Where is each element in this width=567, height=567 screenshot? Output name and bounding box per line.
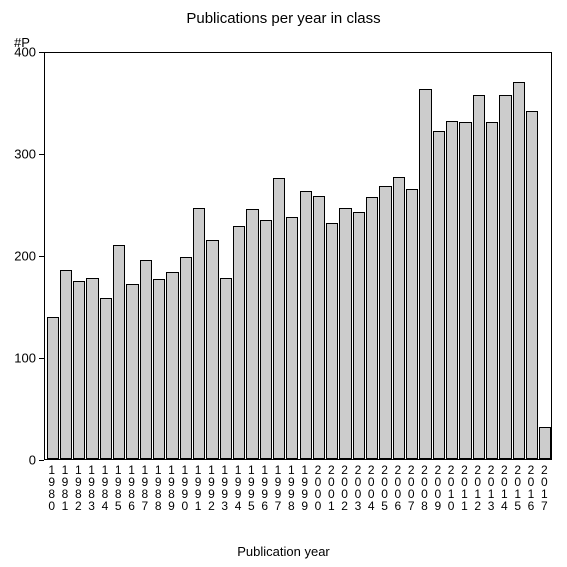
bar xyxy=(459,122,471,459)
x-tick-label: 1987 xyxy=(138,464,152,512)
x-tick-label: 2004 xyxy=(364,464,378,512)
bar xyxy=(313,196,325,459)
x-tick-label: 2014 xyxy=(497,464,511,512)
x-tick-label: 1985 xyxy=(111,464,125,512)
x-tick-label: 1989 xyxy=(165,464,179,512)
x-tick-label: 1980 xyxy=(45,464,59,512)
y-tick-mark xyxy=(39,358,44,359)
x-tick-label: 2011 xyxy=(457,464,471,512)
bar xyxy=(366,197,378,459)
x-tick-label: 2013 xyxy=(484,464,498,512)
bar xyxy=(180,257,192,459)
x-tick-label: 1990 xyxy=(178,464,192,512)
bar xyxy=(220,278,232,459)
bar xyxy=(486,122,498,459)
bar xyxy=(326,223,338,459)
x-tick-label: 1994 xyxy=(231,464,245,512)
bar xyxy=(273,178,285,459)
x-tick-label: 2017 xyxy=(537,464,551,512)
x-axis-title: Publication year xyxy=(0,544,567,559)
y-tick-mark xyxy=(39,460,44,461)
x-tick-label: 2002 xyxy=(338,464,352,512)
x-tick-label: 2006 xyxy=(391,464,405,512)
x-tick-label: 2010 xyxy=(444,464,458,512)
y-tick-mark xyxy=(39,154,44,155)
x-tick-label: 1988 xyxy=(151,464,165,512)
bar xyxy=(47,317,59,459)
x-tick-label: 1997 xyxy=(271,464,285,512)
bar xyxy=(419,89,431,459)
x-tick-label: 1982 xyxy=(71,464,85,512)
bar xyxy=(433,131,445,459)
bar xyxy=(526,111,538,459)
y-tick-label: 300 xyxy=(14,147,36,162)
y-tick-mark xyxy=(39,256,44,257)
bar xyxy=(73,281,85,459)
x-tick-label: 2005 xyxy=(378,464,392,512)
x-tick-label: 1992 xyxy=(204,464,218,512)
bar xyxy=(353,212,365,459)
chart-container: Publications per year in class #P Public… xyxy=(0,0,567,567)
x-tick-label: 1993 xyxy=(218,464,232,512)
bar xyxy=(406,189,418,459)
bar xyxy=(446,121,458,459)
bar xyxy=(126,284,138,459)
y-tick-label: 400 xyxy=(14,45,36,60)
plot-area xyxy=(44,52,552,460)
x-tick-label: 2015 xyxy=(511,464,525,512)
x-tick-label: 2008 xyxy=(418,464,432,512)
x-tick-label: 2009 xyxy=(431,464,445,512)
bar xyxy=(233,226,245,459)
bar xyxy=(379,186,391,459)
x-tick-label: 1995 xyxy=(244,464,258,512)
bar xyxy=(339,208,351,459)
x-tick-label: 2007 xyxy=(404,464,418,512)
bar xyxy=(260,220,272,459)
bar xyxy=(140,260,152,459)
x-tick-label: 2016 xyxy=(524,464,538,512)
x-tick-label: 1991 xyxy=(191,464,205,512)
bar xyxy=(300,191,312,459)
y-tick-mark xyxy=(39,52,44,53)
bar xyxy=(539,427,551,459)
bar xyxy=(246,209,258,459)
x-tick-label: 1984 xyxy=(98,464,112,512)
chart-title: Publications per year in class xyxy=(0,10,567,27)
y-tick-label: 200 xyxy=(14,249,36,264)
bar xyxy=(473,95,485,459)
x-tick-label: 1983 xyxy=(85,464,99,512)
x-tick-label: 2001 xyxy=(324,464,338,512)
x-tick-label: 1998 xyxy=(284,464,298,512)
bar xyxy=(499,95,511,459)
bar xyxy=(513,82,525,459)
bar xyxy=(166,272,178,459)
x-tick-label: 1999 xyxy=(298,464,312,512)
y-tick-label: 100 xyxy=(14,351,36,366)
bar xyxy=(393,177,405,459)
x-tick-label: 2000 xyxy=(311,464,325,512)
bar xyxy=(153,279,165,459)
bar xyxy=(86,278,98,459)
bar xyxy=(100,298,112,459)
y-tick-label: 0 xyxy=(29,453,36,468)
bar xyxy=(206,240,218,459)
x-tick-label: 1996 xyxy=(258,464,272,512)
bar xyxy=(286,217,298,459)
x-tick-label: 1986 xyxy=(125,464,139,512)
x-tick-label: 2003 xyxy=(351,464,365,512)
bar xyxy=(60,270,72,459)
x-tick-label: 2012 xyxy=(471,464,485,512)
bar xyxy=(193,208,205,459)
bar xyxy=(113,245,125,459)
x-tick-label: 1981 xyxy=(58,464,72,512)
